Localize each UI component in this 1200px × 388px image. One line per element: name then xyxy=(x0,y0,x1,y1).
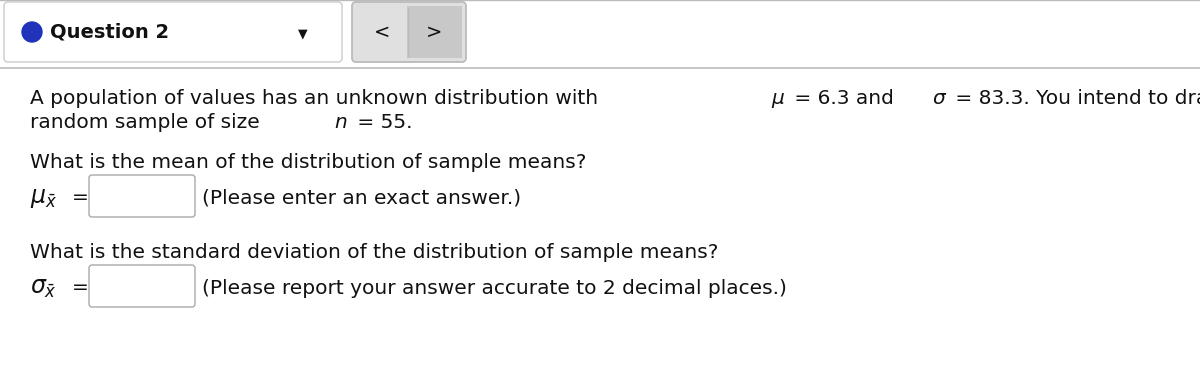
Text: $\sigma_{\bar{x}}$: $\sigma_{\bar{x}}$ xyxy=(30,276,56,300)
Text: Question 2: Question 2 xyxy=(50,23,169,42)
Text: = 55.: = 55. xyxy=(352,113,413,132)
Text: <: < xyxy=(374,23,390,42)
Text: μ: μ xyxy=(772,88,784,107)
Text: σ: σ xyxy=(932,88,946,107)
Circle shape xyxy=(22,22,42,42)
FancyBboxPatch shape xyxy=(352,2,466,62)
Text: ▼: ▼ xyxy=(298,28,308,40)
Text: = 6.3 and: = 6.3 and xyxy=(787,88,900,107)
FancyBboxPatch shape xyxy=(89,265,194,307)
FancyBboxPatch shape xyxy=(407,6,462,58)
FancyBboxPatch shape xyxy=(4,2,342,62)
FancyBboxPatch shape xyxy=(89,175,194,217)
Text: What is the standard deviation of the distribution of sample means?: What is the standard deviation of the di… xyxy=(30,242,719,262)
Text: (Please report your answer accurate to 2 decimal places.): (Please report your answer accurate to 2… xyxy=(202,279,787,298)
Text: >: > xyxy=(426,23,442,42)
Text: $\mu_{\bar{x}}$: $\mu_{\bar{x}}$ xyxy=(30,186,58,210)
Text: n: n xyxy=(335,113,348,132)
Text: A population of values has an unknown distribution with: A population of values has an unknown di… xyxy=(30,88,605,107)
Text: =: = xyxy=(72,279,89,298)
Text: (Please enter an exact answer.): (Please enter an exact answer.) xyxy=(202,189,521,208)
Text: = 83.3. You intend to draw a: = 83.3. You intend to draw a xyxy=(949,88,1200,107)
Text: =: = xyxy=(72,189,89,208)
Text: random sample of size: random sample of size xyxy=(30,113,266,132)
Text: What is the mean of the distribution of sample means?: What is the mean of the distribution of … xyxy=(30,152,587,171)
